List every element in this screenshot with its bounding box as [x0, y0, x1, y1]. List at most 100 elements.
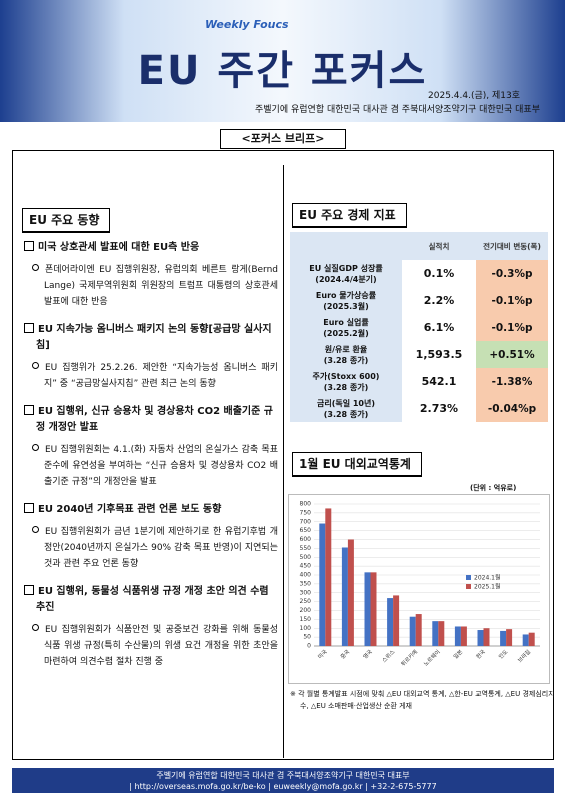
section-heading: EU 주요 동향 — [22, 208, 111, 233]
checkbox-icon — [24, 585, 34, 595]
bar — [364, 572, 371, 646]
trend-title: EU 지속가능 옴니버스 패키지 논의 동향[공급망 실사지침] — [22, 322, 278, 354]
indicator-row: EU 실질GDP 성장률 (2024.4/4분기) 0.1% -0.3%p — [290, 260, 548, 287]
trend-detail-text: EU 집행위가 25.2.26. 제안한 “지속가능성 옴니버스 패키지” 중 … — [44, 363, 278, 389]
note: ※ 각 월별 통계발표 시점에 맞춰 △EU 대외교역 통계, △한-EU 교역… — [290, 690, 555, 710]
trend-detail: 폰데어라이엔 EU 집행위원장, 유럽의회 베른트 랑게(Bernd Lange… — [24, 262, 278, 310]
header-cell: 실적치 — [428, 241, 450, 251]
bar — [347, 539, 354, 646]
trend-title-text: 미국 상호관세 발표에 대한 EU측 반응 — [38, 242, 200, 253]
checkbox-icon — [24, 323, 34, 333]
y-tick-label: 800 — [300, 501, 312, 508]
indicator-row: 원/유로 환율 (3.28 종가) 1,593.5 +0.51% — [290, 341, 548, 368]
bar — [454, 626, 461, 646]
bar — [477, 630, 484, 646]
brief-title: <포커스 브리프> — [220, 129, 346, 149]
trend-title-text: EU 집행위, 신규 승용차 및 경상용차 CO2 배출기준 규정 개정안 발표 — [36, 406, 273, 433]
trend-detail: EU 집행위원회가 식품안전 및 공중보건 강화를 위해 동물성 식품 위생 규… — [24, 622, 278, 670]
bullet-icon — [32, 624, 39, 631]
indicator-label: 금리(독일 10년) (3.28 종가) — [290, 395, 402, 422]
legend-label: 2025.1월 — [474, 583, 501, 591]
bar — [409, 616, 416, 646]
issue: 2025.4.4.(금), 제13호 — [428, 91, 520, 101]
header-cell: 전기대비 변동(폭) — [483, 241, 541, 251]
y-tick-label: 500 — [300, 554, 312, 561]
indicator-change: -1.38% — [476, 368, 548, 395]
bullet-icon — [32, 444, 39, 451]
indicator-value: 2.2% — [402, 287, 476, 314]
y-tick-label: 100 — [300, 625, 312, 632]
trend-detail-text: EU 집행위원회가 금년 1분기에 제안하기로 한 유럽기후법 개정안(2040… — [44, 527, 278, 569]
indicator-label: Euro 실업률 (2025.2월) — [290, 314, 402, 341]
y-tick-label: 650 — [300, 527, 312, 534]
indicator-name: 금리(독일 10년) — [316, 398, 376, 408]
bar — [387, 598, 394, 646]
indicator-label: EU 실질GDP 성장률 (2024.4/4분기) — [290, 260, 402, 287]
indicator-period: (3.28 종가) — [323, 409, 369, 419]
y-tick-label: 400 — [300, 572, 312, 579]
indicator-period: (2024.4/4분기) — [315, 274, 377, 284]
indicator-table: 실적치 전기대비 변동(폭) EU 실질GDP 성장률 (2024.4/4분기) 0… — [290, 232, 548, 422]
indicator-label: Euro 물가상승률 (2025.3월) — [290, 287, 402, 314]
indicator-name: 원/유로 환율 — [324, 344, 368, 354]
indicator-period: (2025.2월) — [323, 328, 369, 338]
footer-contact: | http://overseas.mofa.go.kr/be-ko | euw… — [129, 782, 437, 791]
trend-title-text: EU 집행위, 동물성 식품위생 규정 개정 초안 의견 수렴 추진 — [36, 586, 269, 613]
legend-label: 2024.1월 — [474, 574, 501, 582]
indicator-period: (3.28 종가) — [323, 382, 369, 392]
indicator-name: EU 실질GDP 성장률 — [309, 263, 383, 273]
indicator-name: 주가(Stoxx 600) — [312, 371, 380, 381]
y-tick-label: 200 — [300, 607, 312, 614]
indicator-change: +0.51% — [476, 341, 548, 368]
y-tick-label: 150 — [300, 616, 312, 623]
y-tick-label: 550 — [300, 545, 312, 552]
legend-swatch — [466, 584, 471, 589]
y-tick-label: 350 — [300, 580, 312, 587]
bullet-icon — [32, 264, 39, 271]
indicator-label: 원/유로 환율 (3.28 종가) — [290, 341, 402, 368]
indicator-row: 금리(독일 10년) (3.28 종가) 2.73% -0.04%p — [290, 395, 548, 422]
bar — [325, 508, 332, 646]
unit-label: (단위 : 억유로) — [470, 484, 517, 492]
indicator-row: Euro 실업률 (2025.2월) 6.1% -0.1%p — [290, 314, 548, 341]
indicator-row: 주가(Stoxx 600) (3.28 종가) 542.1 -1.38% — [290, 368, 548, 395]
bar — [460, 626, 467, 646]
indicator-row: Euro 물가상승률 (2025.3월) 2.2% -0.1%p — [290, 287, 548, 314]
trend-title-text: EU 지속가능 옴니버스 패키지 논의 동향[공급망 실사지침] — [36, 324, 272, 351]
section-heading: EU 주요 경제 지표 — [292, 203, 407, 228]
bar — [500, 630, 507, 646]
y-tick-label: 0 — [307, 643, 311, 650]
bar — [341, 547, 348, 646]
indicator-change: -0.3%p — [476, 260, 548, 287]
header-banner — [0, 0, 565, 122]
footer: 주벨기에 유럽연합 대한민국 대사관 겸 주북대서양조약기구 대한민국 대표부 … — [12, 768, 554, 793]
indicator-value: 2.73% — [402, 395, 476, 422]
trend-title: EU 집행위, 동물성 식품위생 규정 개정 초안 의견 수렴 추진 — [22, 584, 278, 616]
indicator-value: 542.1 — [402, 368, 476, 395]
indicator-change: -0.04%p — [476, 395, 548, 422]
chart-border — [288, 494, 550, 684]
bar — [370, 572, 377, 646]
bar — [522, 634, 529, 646]
bar — [415, 614, 422, 646]
trend-title-text: EU 2040년 기후목표 관련 언론 보도 동향 — [38, 504, 222, 515]
y-tick-label: 700 — [300, 518, 312, 525]
trend-detail-text: 폰데어라이엔 EU 집행위원장, 유럽의회 베른트 랑게(Bernd Lange… — [44, 265, 278, 307]
y-tick-label: 750 — [300, 509, 312, 516]
content-frame — [12, 150, 554, 760]
indicator-change: -0.1%p — [476, 287, 548, 314]
footer-publisher: 주벨기에 유럽연합 대한민국 대사관 겸 주북대서양조약기구 대한민국 대표부 — [156, 771, 410, 780]
bar — [319, 523, 326, 646]
header-title: EU 주간 포커스 — [137, 48, 428, 94]
publisher: 주벨기에 유럽연합 대한민국 대사관 겸 주북대서양조약기구 대한민국 대표부 — [255, 105, 540, 115]
y-tick-label: 50 — [303, 634, 311, 641]
bar — [393, 595, 400, 646]
bar — [483, 628, 490, 646]
section-heading: 1월 EU 대외교역통계 — [292, 452, 422, 477]
trend-title: EU 2040년 기후목표 관련 언론 보도 동향 — [22, 502, 278, 518]
bar — [528, 632, 535, 646]
bullet-icon — [32, 362, 39, 369]
